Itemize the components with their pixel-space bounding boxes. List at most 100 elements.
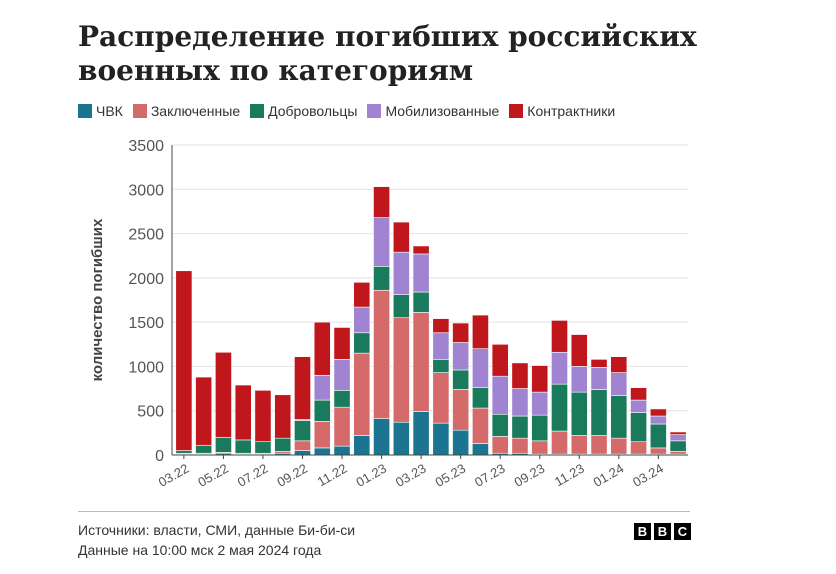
bar-segment bbox=[531, 414, 549, 442]
bar-segment bbox=[175, 450, 193, 454]
legend-swatch bbox=[78, 104, 92, 118]
bar-segment bbox=[333, 359, 351, 391]
bar-segment bbox=[353, 281, 371, 308]
bar-segment bbox=[432, 359, 450, 373]
bar-segment bbox=[531, 440, 549, 455]
bar-segment bbox=[412, 411, 430, 456]
bar-segment bbox=[195, 444, 213, 454]
y-tick-label: 2500 bbox=[128, 227, 164, 244]
legend-swatch bbox=[367, 104, 382, 118]
legend-label: Мобилизованные bbox=[385, 103, 500, 119]
bar-segment bbox=[234, 384, 252, 441]
bar-segment bbox=[353, 306, 371, 334]
bar-segment bbox=[511, 388, 529, 417]
y-tick-label: 500 bbox=[137, 404, 164, 421]
bar-segment bbox=[392, 294, 410, 319]
bar-segment bbox=[669, 440, 687, 452]
bar-segment bbox=[610, 372, 628, 396]
x-tick-label: 01.23 bbox=[353, 461, 389, 490]
bar-segment bbox=[511, 437, 529, 454]
bar-segment bbox=[333, 445, 351, 456]
bar-segment bbox=[630, 441, 647, 455]
x-tick-label: 03.23 bbox=[393, 461, 429, 490]
y-tick-label: 0 bbox=[155, 448, 164, 465]
bar-segment bbox=[511, 362, 529, 389]
bar-segment bbox=[452, 322, 470, 343]
bar-segment bbox=[294, 450, 311, 456]
y-axis-label: количество погибших bbox=[89, 218, 106, 381]
bar-segment bbox=[274, 394, 292, 439]
legend-label: Добровольцы bbox=[268, 103, 358, 119]
y-tick-label: 2000 bbox=[128, 271, 164, 288]
bar-segment bbox=[472, 314, 489, 350]
bar-segment bbox=[392, 421, 410, 456]
legend-item: Мобилизованные bbox=[367, 103, 499, 119]
bar-segment bbox=[570, 366, 588, 393]
bar-segment bbox=[491, 343, 509, 377]
bar-segment bbox=[452, 342, 470, 371]
bar-segment bbox=[531, 391, 549, 416]
bar-segment bbox=[649, 423, 667, 449]
bar-segment bbox=[215, 436, 232, 453]
bar-segment bbox=[472, 348, 489, 388]
y-tick-label: 3500 bbox=[128, 138, 164, 155]
bar-segment bbox=[570, 334, 588, 367]
y-tick-label: 1000 bbox=[128, 359, 164, 376]
bar-segment bbox=[630, 399, 647, 413]
bar-segment bbox=[610, 356, 628, 373]
bar-segment bbox=[353, 352, 371, 436]
bar-segment bbox=[590, 359, 608, 368]
bar-segment bbox=[590, 435, 608, 455]
bar-segment bbox=[353, 332, 371, 354]
bar-segment bbox=[412, 253, 430, 293]
bbc-logo-letter: B bbox=[634, 523, 651, 540]
legend-item: Заключенные bbox=[132, 103, 240, 119]
bar-segment bbox=[610, 395, 628, 439]
bar-segment bbox=[373, 418, 390, 456]
bar-segment bbox=[610, 437, 628, 455]
x-axis-ticks: 03.22 05.22 07.22 09.22 11.22 01.23 03.23 05.23… bbox=[156, 455, 666, 490]
bar-segment bbox=[274, 437, 292, 452]
bar-segment bbox=[551, 383, 568, 432]
source-line-1: Источники: власти, СМИ, данные Би-би-си bbox=[78, 522, 356, 538]
bbc-logo-letter: C bbox=[674, 523, 691, 540]
x-tick-label: 07.22 bbox=[235, 461, 271, 490]
x-tick-label: 01.24 bbox=[591, 461, 627, 490]
bar-segment bbox=[412, 312, 430, 412]
bar-segment bbox=[570, 391, 588, 436]
bar-segment bbox=[551, 430, 568, 455]
bar-segment bbox=[649, 447, 667, 455]
bar-segment bbox=[195, 376, 213, 446]
bar-segment bbox=[649, 415, 667, 425]
bar-segment bbox=[570, 435, 588, 455]
bar-segment bbox=[472, 407, 489, 444]
bar-segment bbox=[333, 390, 351, 408]
legend-item: Контрактники bbox=[509, 103, 615, 119]
y-tick-label: 3000 bbox=[128, 182, 164, 199]
bar-segment bbox=[313, 447, 331, 456]
x-tick-label: 05.22 bbox=[195, 461, 231, 490]
x-tick-label: 09.23 bbox=[512, 461, 548, 490]
bar-segment bbox=[649, 408, 667, 417]
bar-segment bbox=[412, 245, 430, 255]
bar-segment bbox=[294, 440, 311, 451]
bar-segment bbox=[234, 439, 252, 454]
bar-segment bbox=[432, 422, 450, 456]
bar-segment bbox=[452, 369, 470, 390]
source-note: Источники: власти, СМИ, данные Би-би-си … bbox=[78, 520, 355, 560]
bar-segment bbox=[452, 389, 470, 431]
bar-segment bbox=[432, 318, 450, 334]
legend-item: ЧВК bbox=[78, 103, 123, 119]
bar-segment bbox=[333, 327, 351, 360]
x-tick-label: 05.23 bbox=[432, 461, 468, 490]
bar-segment bbox=[432, 372, 450, 424]
bbc-logo-letter: B bbox=[654, 523, 671, 540]
bar-segment bbox=[491, 413, 509, 437]
bar-segment bbox=[630, 412, 647, 443]
bar-segment bbox=[313, 421, 331, 449]
bar-segment bbox=[175, 270, 193, 451]
bar-segment bbox=[630, 387, 647, 401]
bar-segment bbox=[373, 289, 390, 419]
bar-segment bbox=[669, 451, 687, 455]
bar-segment bbox=[353, 435, 371, 456]
